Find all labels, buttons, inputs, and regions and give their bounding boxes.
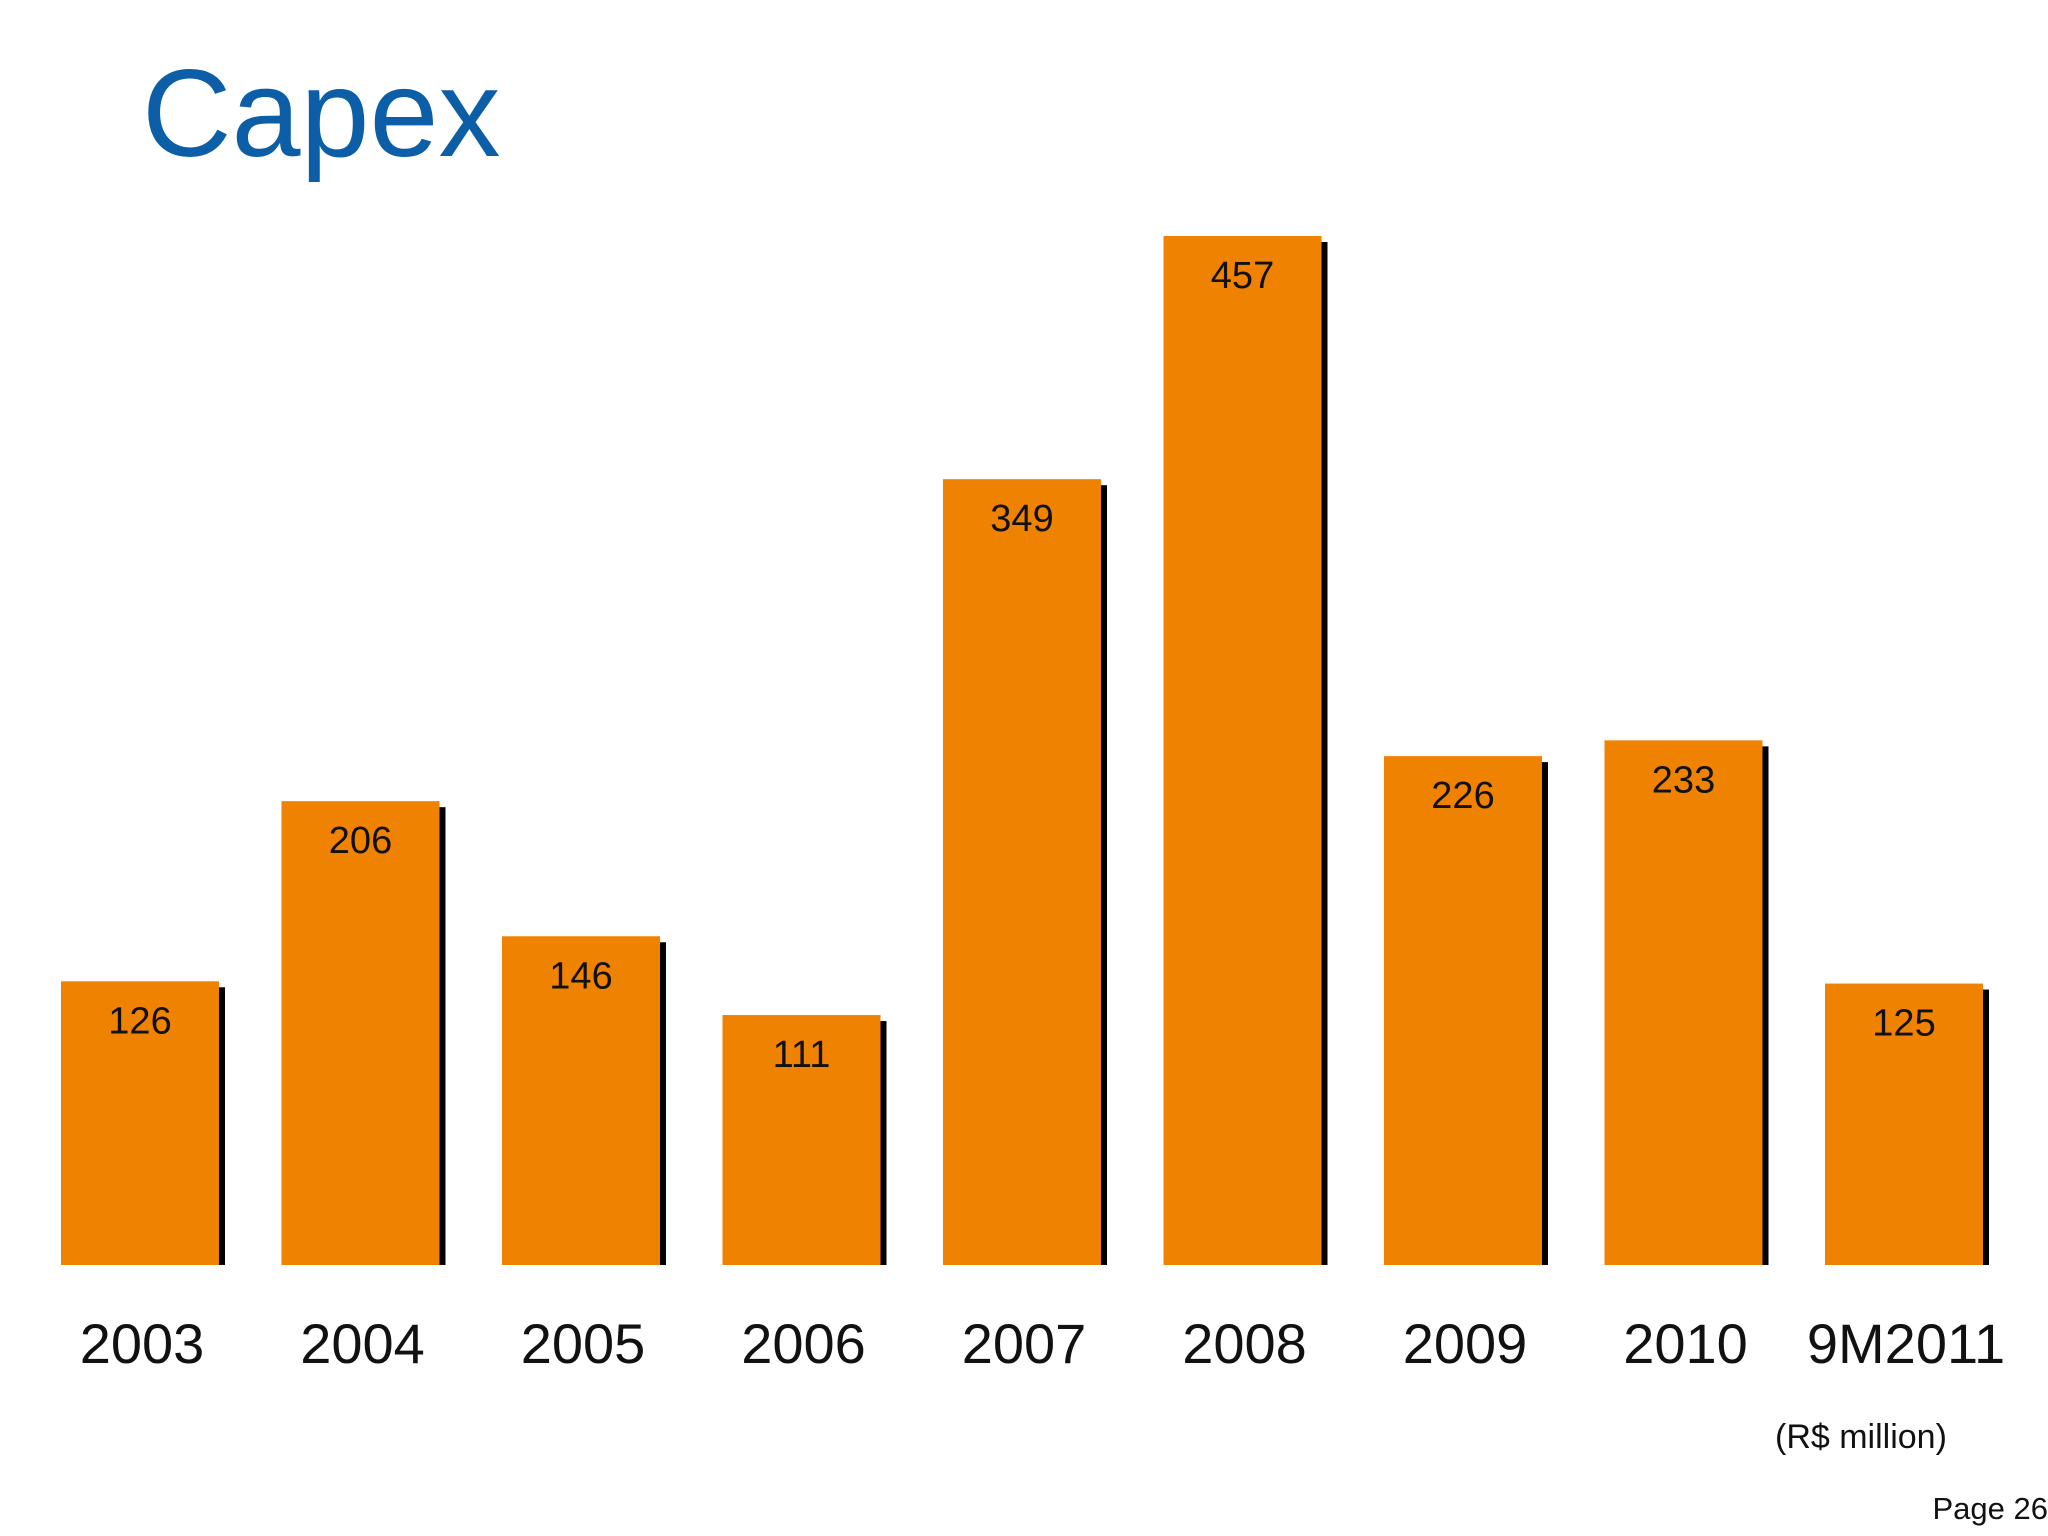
x-tick-label: 2007: [962, 1312, 1087, 1375]
page-title: Capex: [142, 45, 501, 183]
bar-2009: [1384, 756, 1542, 1265]
data-label: 226: [1431, 775, 1494, 817]
x-tick-label: 2005: [521, 1312, 646, 1375]
bar-2005: [502, 936, 660, 1265]
x-tick-label: 2008: [1182, 1312, 1307, 1375]
bar-9M2011: [1825, 983, 1983, 1265]
data-label: 457: [1211, 255, 1274, 297]
x-tick-label: 2006: [741, 1312, 866, 1375]
bar-2003: [61, 981, 219, 1265]
data-label: 125: [1872, 1003, 1935, 1045]
bar-2004: [281, 801, 440, 1265]
x-tick-label: 2009: [1403, 1312, 1528, 1375]
bar-2006: [722, 1015, 881, 1265]
bar-2010: [1604, 740, 1763, 1265]
bar-2008: [1163, 236, 1322, 1265]
x-tick-label: 2003: [80, 1312, 205, 1375]
data-label: 111: [773, 1034, 831, 1076]
x-tick-label: 9M2011: [1807, 1312, 2005, 1375]
page-number: Page 26: [1932, 1491, 2048, 1526]
data-label: 126: [108, 1000, 171, 1042]
x-tick-label: 2004: [300, 1312, 425, 1375]
x-tick-label: 2010: [1623, 1312, 1748, 1375]
unit-label: (R$ million): [1775, 1418, 1947, 1456]
bar-2007: [943, 479, 1101, 1265]
data-label: 233: [1652, 759, 1715, 801]
data-label: 206: [329, 820, 392, 862]
data-label: 146: [549, 955, 612, 997]
data-label: 349: [990, 498, 1053, 540]
